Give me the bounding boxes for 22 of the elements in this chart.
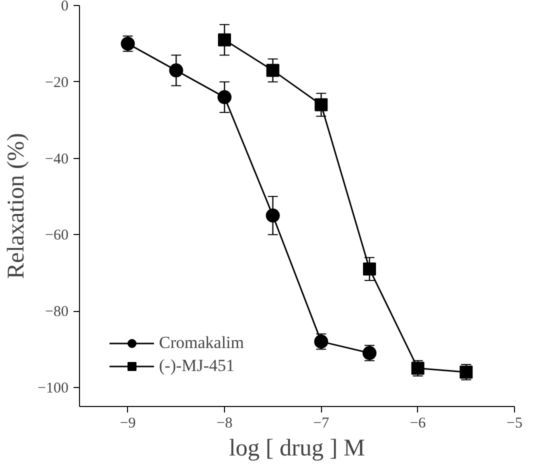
y-tick-label: −80: [45, 304, 69, 320]
point: [218, 90, 232, 104]
y-tick-label: −60: [45, 228, 69, 244]
x-axis-title: log [ drug ] M: [229, 436, 365, 462]
point: [218, 33, 231, 46]
point: [314, 98, 328, 112]
y-axis-title: Relaxation (%): [4, 133, 30, 279]
legend-label: (-)-MJ-451: [159, 356, 235, 376]
point: [266, 64, 280, 77]
x-tick-label: −5: [506, 416, 522, 432]
y-tick-label: −100: [38, 380, 69, 396]
y-tick-label: −20: [45, 74, 69, 91]
x-tick-label: −7: [313, 416, 330, 432]
y-tick-label: 0: [61, 0, 68, 14]
point: [363, 262, 376, 276]
legend-label: Cromakalim: [159, 333, 244, 353]
point: [169, 63, 184, 78]
x-tick-label: −9: [120, 416, 136, 432]
point: [266, 208, 280, 223]
y-tick-label: −40: [45, 151, 69, 168]
x-tick-label: −8: [216, 416, 232, 432]
x-tick-label: −6: [410, 416, 426, 432]
